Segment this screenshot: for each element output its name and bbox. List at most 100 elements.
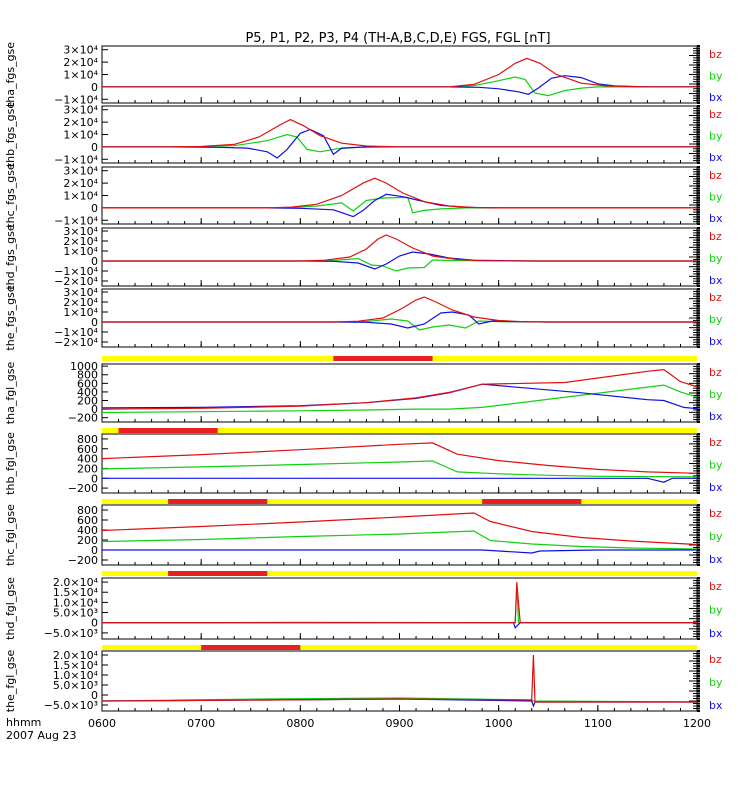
- series-bz: [102, 368, 697, 410]
- y-tick-label: 0: [91, 472, 98, 485]
- y-tick-label: 600: [77, 377, 98, 390]
- status-segment: [168, 499, 268, 504]
- x-tick-label: 0700: [187, 717, 215, 730]
- y-tick-label: −1×10⁴: [54, 214, 98, 227]
- legend-bz: bz: [709, 48, 722, 61]
- status-segment: [482, 499, 582, 504]
- y-tick-label: 2×10⁴: [63, 177, 98, 190]
- legend-by: by: [709, 191, 723, 204]
- y-tick-label: 0: [91, 544, 98, 557]
- y-tick-label: −200: [68, 554, 98, 567]
- y-axis-label: thd_fgs_gse: [4, 224, 17, 290]
- y-tick-label: 1×10⁴: [63, 129, 98, 142]
- y-tick-label: 600: [77, 443, 98, 456]
- y-tick-label: 400: [77, 386, 98, 399]
- legend-bz: bz: [709, 169, 722, 182]
- y-tick-label: 2×10⁴: [63, 235, 98, 248]
- series-bz: [102, 177, 697, 209]
- series-bx: [102, 549, 697, 554]
- panel-frame: [101, 504, 698, 566]
- legend-bx: bx: [709, 699, 723, 712]
- panel-frame: [101, 288, 698, 348]
- y-tick-label: −200: [68, 412, 98, 425]
- legend-by: by: [709, 388, 723, 401]
- y-tick-label: 2.0×10⁴: [53, 576, 99, 589]
- legend-bx: bx: [709, 91, 723, 104]
- y-axis-label: thb_fgs_gse: [4, 102, 17, 168]
- panel-frame: [101, 45, 698, 104]
- legend-by: by: [709, 70, 723, 83]
- y-tick-label: 2×10⁴: [63, 56, 98, 69]
- series-bz: [102, 296, 697, 323]
- series-by: [102, 384, 697, 414]
- legend-bx: bx: [709, 410, 723, 423]
- legend-bz: bz: [709, 653, 722, 666]
- y-tick-label: 0: [91, 141, 98, 154]
- y-axis-label: tha_fgl_gse: [4, 362, 17, 425]
- legend-bz: bz: [709, 366, 722, 379]
- legend-bx: bx: [709, 627, 723, 640]
- y-tick-label: 600: [77, 514, 98, 527]
- legend-bz: bz: [709, 436, 722, 449]
- legend-bx: bx: [709, 151, 723, 164]
- y-tick-label: 3×10⁴: [63, 165, 98, 178]
- footer-hhmm: hhmm: [6, 716, 41, 729]
- legend-by: by: [709, 313, 723, 326]
- y-tick-label: 0: [91, 202, 98, 215]
- y-tick-label: 3×10⁴: [63, 44, 98, 57]
- y-tick-label: 1×10⁴: [63, 190, 98, 203]
- y-tick-label: 1.5×10⁴: [53, 586, 99, 599]
- y-tick-label: 0: [91, 81, 98, 94]
- series-bz: [102, 512, 697, 546]
- x-tick-label: 0900: [386, 717, 414, 730]
- series-bz: [102, 234, 697, 262]
- y-axis-label: the_fgl_gse: [4, 650, 17, 713]
- y-axis-label: thb_fgl_gse: [4, 432, 17, 495]
- y-tick-label: 1.5×10⁴: [53, 659, 99, 672]
- panel-frame: [101, 363, 698, 423]
- series-by: [102, 460, 697, 478]
- y-tick-label: 2×10⁴: [63, 296, 98, 309]
- legend-bz: bz: [709, 291, 722, 304]
- y-axis-label: tha_fgs_gse: [4, 42, 17, 107]
- chart-title: P5, P1, P2, P3, P4 (TH-A,B,C,D,E) FGS, F…: [245, 31, 550, 46]
- legend-by: by: [709, 676, 723, 689]
- y-axis-label: thc_fgl_gse: [4, 504, 17, 566]
- series-by: [102, 257, 697, 272]
- y-tick-label: 1×10⁴: [63, 245, 98, 258]
- series-by: [102, 530, 697, 550]
- series-bx: [102, 383, 697, 410]
- y-tick-label: 0: [91, 403, 98, 416]
- panel-frame: [101, 577, 698, 640]
- x-tick-label: 0600: [88, 717, 116, 730]
- y-tick-label: −2×10⁴: [54, 336, 98, 349]
- legend-bx: bx: [709, 553, 723, 566]
- x-tick-label: 1200: [683, 717, 711, 730]
- legend-bz: bz: [709, 108, 722, 121]
- y-tick-label: 800: [77, 504, 98, 517]
- y-tick-label: 800: [77, 433, 98, 446]
- y-tick-label: −5.0×10³: [44, 627, 98, 640]
- y-tick-label: 200: [77, 395, 98, 408]
- y-tick-label: 5.0×10³: [53, 607, 98, 620]
- status-segment: [333, 356, 433, 361]
- legend-by: by: [709, 130, 723, 143]
- y-tick-label: 0: [91, 689, 98, 702]
- series-by: [102, 76, 697, 97]
- series-by: [102, 133, 697, 153]
- panel-frame: [101, 433, 698, 494]
- y-tick-label: 1×10⁴: [63, 69, 98, 82]
- y-tick-label: 400: [77, 524, 98, 537]
- legend-bx: bx: [709, 335, 723, 348]
- y-axis-label: thc_fgs_gse: [4, 163, 17, 228]
- y-tick-label: 2×10⁴: [63, 116, 98, 129]
- y-tick-label: 0: [91, 617, 98, 630]
- series-by: [102, 318, 697, 331]
